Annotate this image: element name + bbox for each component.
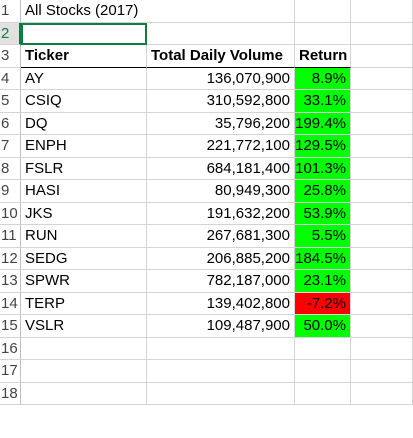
volume-cell[interactable]: 109,487,900: [147, 315, 295, 338]
return-cell[interactable]: 33.1%: [295, 90, 351, 113]
return-header[interactable]: Return: [295, 45, 351, 68]
cell-empty[interactable]: [351, 292, 413, 315]
cell-empty[interactable]: [351, 157, 413, 180]
return-cell[interactable]: 23.1%: [295, 270, 351, 293]
row-header-18[interactable]: 18: [0, 382, 21, 405]
cell-empty[interactable]: [351, 337, 413, 360]
volume-cell[interactable]: 310,592,800: [147, 90, 295, 113]
volume-cell[interactable]: 684,181,400: [147, 157, 295, 180]
cell-empty[interactable]: [21, 360, 147, 383]
row-header-17[interactable]: 17: [0, 360, 21, 383]
return-cell[interactable]: 25.8%: [295, 180, 351, 203]
return-cell[interactable]: 184.5%: [295, 247, 351, 270]
return-cell[interactable]: -7.2%: [295, 292, 351, 315]
row-header-9[interactable]: 9: [0, 180, 21, 203]
cell-empty[interactable]: [351, 315, 413, 338]
cell-empty[interactable]: [351, 360, 413, 383]
cell-empty[interactable]: [21, 382, 147, 405]
row-header-16[interactable]: 16: [0, 337, 21, 360]
volume-cell[interactable]: 267,681,300: [147, 225, 295, 248]
cell-empty[interactable]: [147, 382, 295, 405]
row-header-15[interactable]: 15: [0, 315, 21, 338]
return-cell[interactable]: 8.9%: [295, 67, 351, 90]
cell-grid: 1 All Stocks (2017) 2 3 Ticker Total Dai…: [0, 0, 413, 405]
cell-empty[interactable]: [351, 270, 413, 293]
row-header-2[interactable]: 2: [0, 22, 21, 45]
row-header-12[interactable]: 12: [0, 247, 21, 270]
ticker-cell[interactable]: CSIQ: [21, 90, 147, 113]
ticker-cell[interactable]: TERP: [21, 292, 147, 315]
row-header-14[interactable]: 14: [0, 292, 21, 315]
row-header-4[interactable]: 4: [0, 67, 21, 90]
volume-cell[interactable]: 191,632,200: [147, 202, 295, 225]
row-header-11[interactable]: 11: [0, 225, 21, 248]
return-cell[interactable]: 50.0%: [295, 315, 351, 338]
cell-empty[interactable]: [351, 180, 413, 203]
volume-cell[interactable]: 221,772,100: [147, 135, 295, 158]
cell-empty[interactable]: [351, 22, 413, 45]
cell-empty[interactable]: [351, 67, 413, 90]
volume-header[interactable]: Total Daily Volume: [147, 45, 295, 68]
volume-cell[interactable]: 206,885,200: [147, 247, 295, 270]
row-header-7[interactable]: 7: [0, 135, 21, 158]
cell-empty[interactable]: [295, 0, 351, 23]
volume-cell[interactable]: 35,796,200: [147, 112, 295, 135]
ticker-cell[interactable]: RUN: [21, 225, 147, 248]
ticker-cell[interactable]: AY: [21, 67, 147, 90]
ticker-cell[interactable]: JKS: [21, 202, 147, 225]
volume-cell[interactable]: 80,949,300: [147, 180, 295, 203]
row-header-5[interactable]: 5: [0, 90, 21, 113]
cell-empty[interactable]: [351, 0, 413, 23]
cell-empty[interactable]: [147, 0, 295, 23]
ticker-cell[interactable]: HASI: [21, 180, 147, 203]
ticker-cell[interactable]: ENPH: [21, 135, 147, 158]
row-header-3[interactable]: 3: [0, 45, 21, 68]
ticker-cell[interactable]: SEDG: [21, 247, 147, 270]
selected-cell[interactable]: [21, 22, 147, 45]
cell-empty[interactable]: [295, 382, 351, 405]
row-header-6[interactable]: 6: [0, 112, 21, 135]
ticker-cell[interactable]: VSLR: [21, 315, 147, 338]
cell-empty[interactable]: [147, 360, 295, 383]
volume-cell[interactable]: 136,070,900: [147, 67, 295, 90]
row-header-13[interactable]: 13: [0, 270, 21, 293]
ticker-cell[interactable]: SPWR: [21, 270, 147, 293]
return-cell[interactable]: 5.5%: [295, 225, 351, 248]
cell-empty[interactable]: [147, 337, 295, 360]
row-header-10[interactable]: 10: [0, 202, 21, 225]
cell-empty[interactable]: [351, 112, 413, 135]
cell-empty[interactable]: [351, 382, 413, 405]
ticker-header[interactable]: Ticker: [21, 45, 147, 68]
return-cell[interactable]: 129.5%: [295, 135, 351, 158]
ticker-cell[interactable]: DQ: [21, 112, 147, 135]
return-cell[interactable]: 199.4%: [295, 112, 351, 135]
cell-empty[interactable]: [351, 45, 413, 68]
cell-empty[interactable]: [351, 135, 413, 158]
return-cell[interactable]: 53.9%: [295, 202, 351, 225]
cell-empty[interactable]: [295, 337, 351, 360]
cell-empty[interactable]: [351, 90, 413, 113]
row-header-1[interactable]: 1: [0, 0, 21, 23]
row-header-8[interactable]: 8: [0, 157, 21, 180]
cell-empty[interactable]: [295, 22, 351, 45]
cell-empty[interactable]: [295, 360, 351, 383]
cell-empty[interactable]: [351, 247, 413, 270]
cell-empty[interactable]: [351, 225, 413, 248]
cell-empty[interactable]: [21, 337, 147, 360]
cell-empty[interactable]: [351, 202, 413, 225]
return-cell[interactable]: 101.3%: [295, 157, 351, 180]
ticker-cell[interactable]: FSLR: [21, 157, 147, 180]
sheet-title-cell[interactable]: All Stocks (2017): [21, 0, 147, 23]
volume-cell[interactable]: 782,187,000: [147, 270, 295, 293]
volume-cell[interactable]: 139,402,800: [147, 292, 295, 315]
cell-empty[interactable]: [147, 22, 295, 45]
